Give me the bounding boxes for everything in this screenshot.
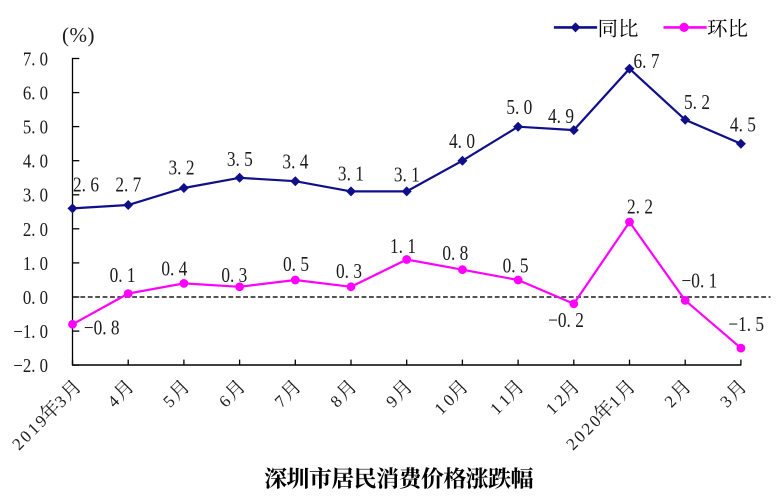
- svg-text:2. 7: 2. 7: [115, 174, 141, 197]
- svg-text:4. 9: 4. 9: [548, 105, 574, 128]
- svg-text:0. 5: 0. 5: [503, 255, 529, 278]
- svg-text:6. 0: 6. 0: [23, 82, 48, 104]
- svg-text:−0. 2: −0. 2: [548, 310, 584, 333]
- svg-text:5. 2: 5. 2: [684, 92, 710, 115]
- svg-text:0. 0: 0. 0: [23, 287, 48, 309]
- svg-text:4. 5: 4. 5: [730, 114, 756, 137]
- svg-text:5. 0: 5. 0: [506, 97, 532, 120]
- svg-text:3. 5: 3. 5: [227, 149, 253, 172]
- svg-text:−1. 0: −1. 0: [13, 321, 48, 343]
- svg-text:−0. 1: −0. 1: [682, 270, 718, 293]
- svg-text:3. 1: 3. 1: [338, 163, 364, 186]
- svg-text:2. 2: 2. 2: [627, 196, 653, 219]
- svg-text:(%): (%): [62, 23, 95, 47]
- svg-text:0. 3: 0. 3: [221, 265, 247, 288]
- svg-text:−0. 8: −0. 8: [84, 317, 120, 340]
- svg-text:4. 0: 4. 0: [449, 131, 475, 154]
- svg-text:2. 6: 2. 6: [73, 174, 99, 197]
- svg-text:0. 8: 0. 8: [442, 243, 468, 266]
- svg-text:0. 4: 0. 4: [161, 258, 187, 281]
- svg-text:0. 1: 0. 1: [110, 265, 136, 288]
- svg-text:−1. 5: −1. 5: [728, 313, 764, 336]
- svg-text:0. 3: 0. 3: [336, 261, 362, 284]
- svg-text:5. 0: 5. 0: [23, 116, 48, 138]
- svg-text:4. 0: 4. 0: [23, 150, 48, 172]
- svg-text:3. 4: 3. 4: [282, 151, 308, 174]
- svg-text:3. 1: 3. 1: [394, 164, 420, 187]
- svg-text:3. 0: 3. 0: [23, 184, 48, 206]
- svg-text:−2. 0: −2. 0: [13, 355, 48, 377]
- svg-text:2. 0: 2. 0: [23, 218, 48, 240]
- svg-text:6. 7: 6. 7: [634, 51, 660, 74]
- svg-text:0. 5: 0. 5: [283, 254, 309, 277]
- svg-text:1. 1: 1. 1: [390, 236, 416, 259]
- svg-text:3. 2: 3. 2: [169, 157, 195, 180]
- svg-text:1. 0: 1. 0: [23, 252, 48, 274]
- svg-text:7. 0: 7. 0: [23, 48, 48, 70]
